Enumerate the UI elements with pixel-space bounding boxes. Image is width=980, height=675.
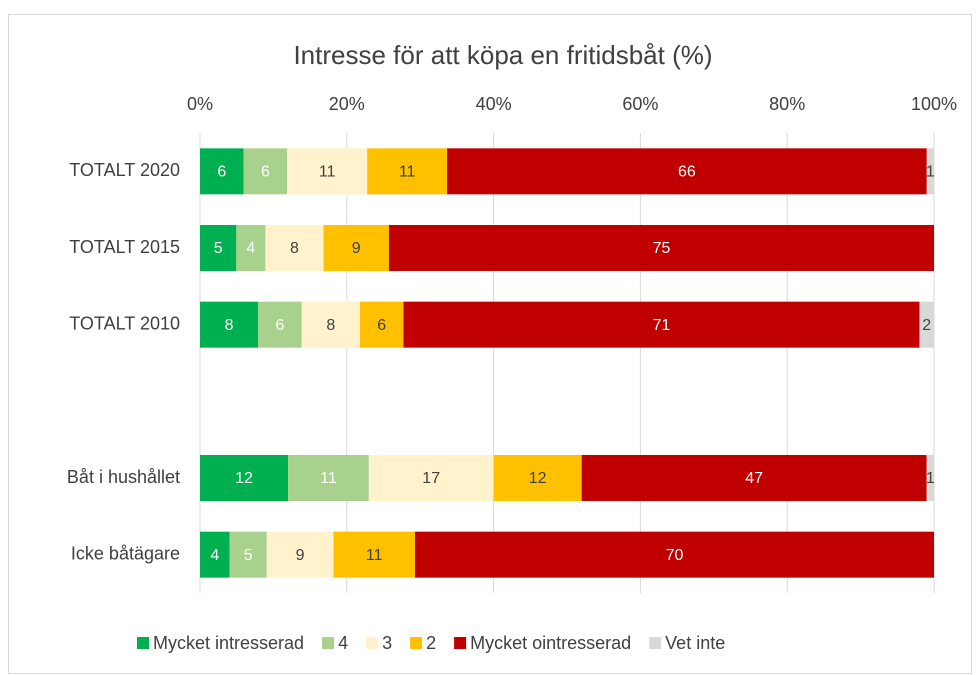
x-tick-label: 60% (622, 94, 658, 114)
legend-label: Mycket ointresserad (470, 633, 631, 653)
bar-segment (493, 455, 582, 501)
bar-segment (415, 531, 934, 578)
bar-segment (287, 148, 368, 195)
bar-segment (367, 148, 448, 195)
data-label: 2 (922, 317, 931, 334)
data-label: 12 (529, 470, 547, 487)
y-tick-label: TOTALT 2010 (69, 313, 180, 333)
x-tick-label: 100% (911, 94, 957, 114)
data-label: 6 (261, 164, 270, 181)
bar-segment (919, 301, 934, 348)
data-label: 71 (653, 317, 671, 334)
legend-swatch (410, 637, 423, 649)
bar-segment (200, 531, 230, 578)
bar-segment (447, 148, 927, 195)
x-tick-label: 80% (769, 94, 805, 114)
bar-segment (243, 148, 288, 195)
data-label: 6 (377, 317, 386, 334)
legend-label: 3 (382, 633, 392, 653)
bar-segment (200, 225, 237, 271)
chart-title: Intresse för att köpa en fritidsbåt (%) (293, 40, 712, 70)
data-label: 66 (678, 164, 696, 181)
data-label: 70 (666, 547, 684, 564)
data-label: 11 (366, 547, 383, 564)
data-label: 8 (326, 317, 335, 334)
legend-swatch (322, 637, 335, 649)
bar-segment (926, 148, 934, 195)
bar-segment (229, 531, 267, 578)
data-label: 11 (319, 164, 336, 181)
data-label: 12 (235, 470, 253, 487)
bar-segment (265, 225, 324, 271)
bar-segment (236, 225, 266, 271)
data-label: 9 (352, 240, 361, 257)
bar-segment (258, 301, 302, 348)
data-label: 6 (217, 164, 226, 181)
data-label: 4 (210, 547, 219, 564)
data-label: 47 (745, 470, 763, 487)
data-label: 8 (290, 240, 299, 257)
legend-swatch (454, 637, 467, 649)
legend-label: Mycket intresserad (153, 633, 304, 653)
legend-label: 2 (426, 633, 436, 653)
y-tick-label: Icke båtägare (71, 543, 180, 563)
bar-segment (323, 225, 389, 271)
bar-segment (301, 301, 360, 348)
data-label: 11 (399, 164, 416, 181)
legend-label: Vet inte (665, 633, 725, 653)
y-tick-label: TOTALT 2020 (69, 160, 180, 180)
data-label: 75 (653, 240, 671, 257)
bar-segment (333, 531, 416, 578)
data-label: 1 (926, 470, 935, 487)
data-label: 1 (926, 164, 935, 181)
bar-segment (368, 455, 494, 501)
legend-swatch (137, 637, 149, 649)
y-tick-label: TOTALT 2015 (69, 237, 180, 257)
bar-segment (200, 148, 244, 195)
bar-segment (581, 455, 927, 501)
x-tick-label: 0% (187, 94, 213, 114)
bar-segment (359, 301, 404, 348)
data-label: 11 (320, 470, 337, 487)
x-tick-label: 40% (476, 94, 512, 114)
bar-segment (403, 301, 920, 348)
bar-segment (200, 455, 289, 501)
bar-segment (388, 225, 934, 271)
data-label: 4 (246, 240, 255, 257)
data-label: 5 (244, 547, 253, 564)
legend-swatch (366, 637, 379, 649)
bar-segment (266, 531, 334, 578)
bar-segment (926, 455, 934, 501)
legend-swatch (649, 637, 662, 649)
data-label: 8 (225, 317, 234, 334)
data-label: 9 (296, 547, 305, 564)
x-tick-label: 20% (329, 94, 365, 114)
y-tick-label: Båt i hushållet (67, 467, 180, 487)
legend-label: 4 (338, 633, 348, 653)
data-label: 17 (422, 470, 440, 487)
data-label: 6 (275, 317, 284, 334)
data-label: 5 (214, 240, 223, 257)
bar-segment (288, 455, 369, 501)
bar-segment (200, 301, 259, 348)
